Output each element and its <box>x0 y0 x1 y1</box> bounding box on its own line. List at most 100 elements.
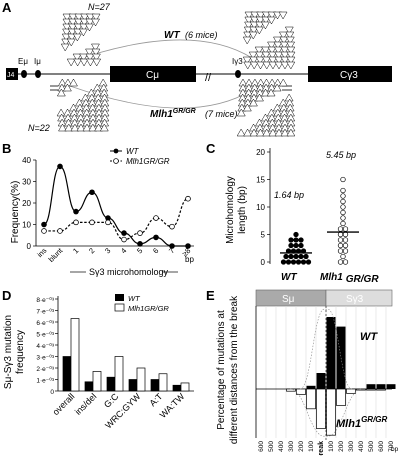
c-mut-point <box>342 231 349 238</box>
panel-b-label: B <box>2 141 11 156</box>
d-xtick-label: ins/del <box>73 391 98 416</box>
c-x-mut: Mlh1 GR/GR <box>320 272 379 285</box>
d-xtick-label: overall <box>51 391 77 417</box>
junction-triangle <box>278 11 288 20</box>
junction-triangle <box>268 128 278 137</box>
panel-e: E Sμ Sγ3 Percentage of mutations at diff… <box>206 288 399 456</box>
d-yticks: 0 1·e⁻⁰³ 2·e⁻⁰³ 3·e⁻⁰³ 4·e⁻⁰³ 5·e⁻⁰³ 6·e⁻⁰³ 7·e… <box>36 296 58 396</box>
panel-a-label: A <box>2 0 12 15</box>
b-mut-point <box>89 219 95 226</box>
b-wt-point <box>73 208 79 215</box>
junction-triangle <box>262 128 272 137</box>
j4-box <box>6 68 18 80</box>
c-mut-point <box>342 237 349 243</box>
c-wt-point <box>298 237 304 243</box>
c-ytick-label: 5 <box>261 231 266 240</box>
e-mut-bar <box>326 388 336 436</box>
d-ytick-label: 2·e⁻⁰³ <box>36 365 54 373</box>
junction-triangle <box>79 58 89 67</box>
e-break-label: break <box>318 441 325 456</box>
d-legend-mut-swatch <box>114 303 125 312</box>
d-ytick-label: 1·e⁻⁰³ <box>36 377 54 385</box>
e-xtick-label: 300 <box>288 441 295 452</box>
c-mut-point <box>340 209 346 216</box>
n-top-label: N=27 <box>88 2 111 12</box>
b-mut-point <box>121 236 127 243</box>
emu-enhancer <box>21 70 27 78</box>
junction-triangle <box>56 88 66 97</box>
c-wt-mean: 1.64 bp <box>274 190 304 200</box>
junction-triangle <box>73 58 83 67</box>
c-wt-point <box>300 259 307 265</box>
c-mut-point <box>342 248 349 254</box>
c-wt-point <box>293 242 299 249</box>
junction-triangle <box>249 98 258 107</box>
b-xtick-label: 6 <box>151 246 160 255</box>
b-mut-line <box>43 198 189 241</box>
junction-triangle <box>261 88 271 97</box>
c-mut-point <box>340 215 346 221</box>
e-xtick-label: 300 <box>348 441 355 452</box>
junction-triangle <box>67 28 77 37</box>
e-wt-bar <box>306 385 316 389</box>
junction-triangle <box>74 18 84 27</box>
junction-triangle <box>91 13 101 22</box>
d-wt-bar <box>172 384 182 392</box>
d-wt-bar <box>150 379 160 392</box>
junction-triangle <box>72 33 82 42</box>
b-wt-point <box>121 230 127 236</box>
e-mut-bar <box>306 388 316 410</box>
e-mut-bar <box>336 388 346 406</box>
c-ytick-label: 0 <box>261 258 266 267</box>
junction-triangle <box>273 36 282 45</box>
junction-triangle <box>58 123 67 132</box>
junction-triangle <box>80 13 90 22</box>
c-mut-point <box>337 248 344 254</box>
junction-triangle <box>85 53 95 62</box>
c-wt-point <box>288 253 294 260</box>
junction-triangle <box>82 123 92 132</box>
c-wt-point <box>293 237 299 243</box>
junction-triangle <box>91 43 100 52</box>
d-xtick-label: A:T <box>147 391 164 408</box>
e-mut-bar <box>376 388 386 391</box>
junction-triangle <box>244 16 254 25</box>
junction-triangle <box>280 56 290 65</box>
junction-triangle <box>249 26 259 35</box>
junction-triangle <box>278 78 288 87</box>
junction-triangle <box>280 51 290 60</box>
b-xtick-label: 1 <box>71 246 80 255</box>
junction-triangle <box>262 61 272 70</box>
e-xtick-label: 200 <box>298 441 305 452</box>
e-xtick-label: 400 <box>358 441 365 452</box>
junction-triangle <box>260 21 270 30</box>
junction-triangle <box>285 36 295 45</box>
c-ytick-label: 10 <box>256 203 265 212</box>
b-mut-point <box>137 230 143 236</box>
junction-triangle <box>236 128 246 137</box>
junction-triangle <box>250 16 260 25</box>
junction-triangle <box>60 43 70 52</box>
junction-triangle <box>94 123 104 132</box>
e-xtick-label: 400 <box>278 441 285 452</box>
e-sg3-region <box>325 289 393 307</box>
junction-triangle <box>61 38 71 47</box>
junction-triangle <box>66 38 76 47</box>
junction-triangle <box>79 53 88 62</box>
junction-triangle <box>70 123 80 132</box>
e-wt-bar <box>376 384 386 389</box>
c-wt-point <box>290 259 297 265</box>
junction-triangle <box>286 46 296 55</box>
d-legend-mut: Mlh1GR/GR <box>128 304 169 313</box>
junction-triangle <box>79 18 89 27</box>
line-break-mark: // <box>205 72 212 84</box>
junction-triangle <box>267 41 276 50</box>
igamma3-label: Iγ3 <box>232 57 243 66</box>
junction-triangle <box>73 23 83 32</box>
wt-label: WT <box>164 30 180 41</box>
junction-triangle <box>88 123 98 132</box>
d-ytick-label: 0 <box>50 389 54 396</box>
panel-d: D Sμ-Sγ3 mutation frequency 0 1·e⁻⁰³ 2·e⁻⁰… <box>2 288 194 431</box>
junction-triangle <box>69 78 78 87</box>
